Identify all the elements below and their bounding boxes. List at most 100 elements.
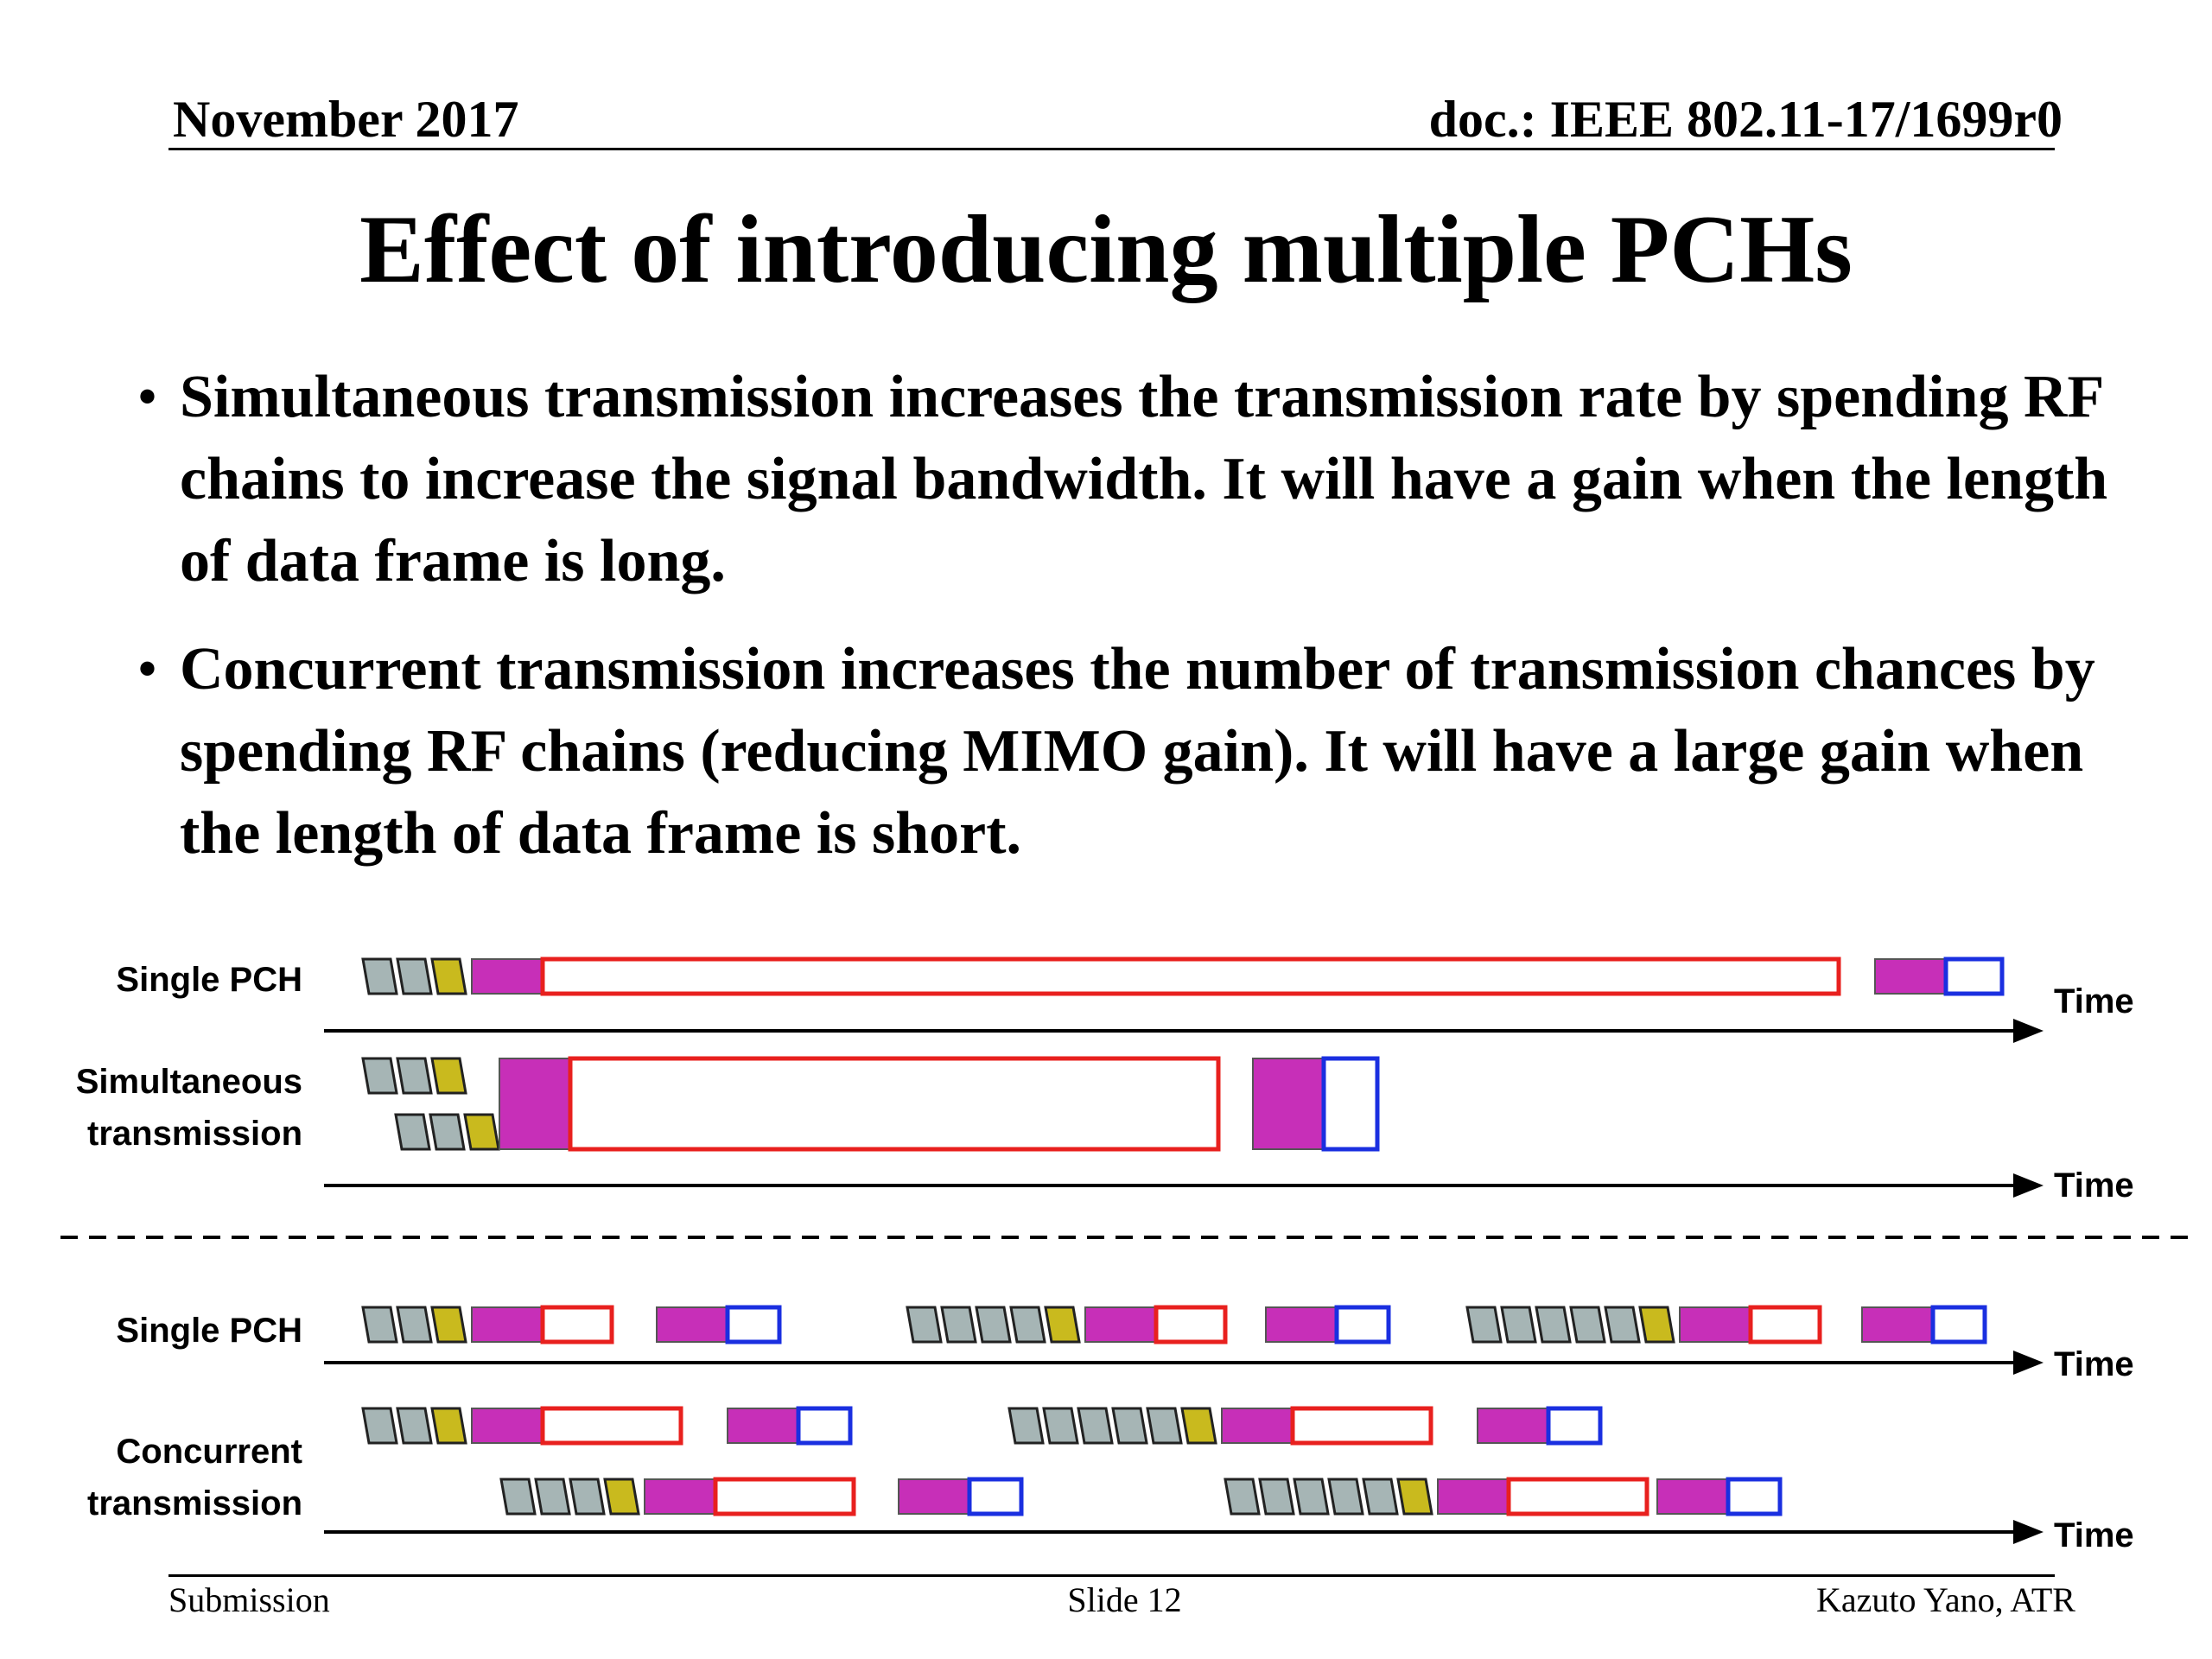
data-frame — [540, 957, 1841, 996]
preamble-block — [1252, 1058, 1325, 1150]
backoff-slot — [1258, 1478, 1295, 1516]
preamble-block — [1874, 958, 1947, 995]
time-label-2: Time — [2054, 1166, 2134, 1205]
bullet-list: Simultaneous transmission increases the … — [138, 356, 2169, 900]
backoff-slot — [906, 1306, 943, 1344]
ack-frame — [796, 1406, 853, 1446]
time-label-3: Time — [2054, 1345, 2134, 1383]
preamble-block — [1084, 1306, 1157, 1343]
backoff-slot — [1009, 1306, 1046, 1344]
bullet-simultaneous: Simultaneous transmission increases the … — [138, 356, 2169, 602]
backoff-slot — [1042, 1407, 1079, 1445]
preamble-block — [1221, 1408, 1294, 1444]
backoff-slot — [1293, 1478, 1330, 1516]
ack-frame — [1943, 957, 2005, 996]
backoff-slot-last — [430, 1057, 467, 1095]
backoff-slot — [975, 1306, 1012, 1344]
data-frame — [1506, 1477, 1649, 1516]
backoff-slot — [429, 1113, 466, 1151]
preamble-block — [644, 1478, 716, 1515]
backoff-slot — [1362, 1478, 1399, 1516]
backoff-slot-last — [430, 1306, 467, 1344]
backoff-slot — [361, 1057, 398, 1095]
backoff-slot — [396, 957, 433, 995]
time-axis-2: Time — [324, 1166, 2134, 1205]
preamble-block — [1656, 1478, 1729, 1515]
data-frame — [568, 1056, 1221, 1152]
preamble-block — [1265, 1306, 1338, 1343]
preamble-block — [656, 1306, 728, 1343]
data-frame — [713, 1477, 856, 1516]
ack-frame — [1930, 1305, 1987, 1344]
backoff-slot — [1327, 1478, 1364, 1516]
backoff-slot — [396, 1407, 433, 1445]
preamble-block — [1477, 1408, 1549, 1444]
bullet-concurrent: Concurrent transmission increases the nu… — [138, 628, 2169, 874]
preamble-block — [727, 1408, 799, 1444]
ack-frame — [725, 1305, 782, 1344]
backoff-slot — [1146, 1407, 1183, 1445]
preamble-block — [471, 1408, 543, 1444]
slide-title: Effect of introducing multiple PCHs — [359, 196, 1853, 303]
backoff-slot — [361, 1407, 398, 1445]
ack-frame — [1726, 1477, 1783, 1516]
data-frame — [1154, 1305, 1228, 1344]
time-axis-1: Time — [324, 982, 2134, 1043]
backoff-slot-last — [603, 1478, 640, 1516]
backoff-slot — [940, 1306, 977, 1344]
label-simultaneous-2: transmission — [87, 1115, 302, 1153]
backoff-slot — [396, 1057, 433, 1095]
header-rule — [168, 148, 2055, 150]
backoff-slot-last — [1396, 1478, 1433, 1516]
backoff-slot — [1007, 1407, 1045, 1445]
backoff-slot-last — [463, 1113, 500, 1151]
label-concurrent-2: transmission — [87, 1484, 302, 1522]
data-frame — [1748, 1305, 1822, 1344]
label-single-pch-top: Single PCH — [116, 961, 302, 999]
preamble-block — [1679, 1306, 1751, 1343]
preamble-block — [499, 1058, 571, 1150]
backoff-slot — [1500, 1306, 1537, 1344]
footer-slide-number: Slide 12 — [1067, 1580, 1182, 1619]
header-date: November 2017 — [173, 91, 519, 148]
ack-frame — [1334, 1305, 1391, 1344]
time-axis-4: Time — [324, 1516, 2134, 1554]
preamble-block — [471, 1306, 543, 1343]
label-single-pch-bottom: Single PCH — [116, 1312, 302, 1350]
ack-frame — [967, 1477, 1024, 1516]
backoff-slot-last — [430, 1407, 467, 1445]
backoff-slot — [569, 1478, 606, 1516]
backoff-slot-last — [1638, 1306, 1675, 1344]
footer-submission: Submission — [168, 1580, 330, 1619]
time-label-1: Time — [2054, 982, 2134, 1020]
preamble-block — [1861, 1306, 1934, 1343]
data-frame — [540, 1305, 614, 1344]
backoff-slot — [1569, 1306, 1606, 1344]
backoff-slot — [1535, 1306, 1572, 1344]
backoff-slot — [1604, 1306, 1641, 1344]
header-doc-id: doc.: IEEE 802.11-17/1699r0 — [1428, 91, 2063, 148]
footer-author: Kazuto Yano, ATR — [1815, 1580, 2075, 1619]
preamble-block — [898, 1478, 970, 1515]
backoff-slot — [1077, 1407, 1114, 1445]
preamble-block — [1437, 1478, 1510, 1515]
preamble-block — [471, 958, 543, 995]
data-frame — [1290, 1406, 1433, 1446]
data-frame — [540, 1406, 683, 1446]
time-label-4: Time — [2054, 1516, 2134, 1554]
backoff-slot — [1465, 1306, 1503, 1344]
time-axis-3: Time — [324, 1345, 2134, 1383]
frame-sequences — [361, 957, 2005, 1516]
backoff-slot — [1111, 1407, 1148, 1445]
backoff-slot-last — [1180, 1407, 1217, 1445]
backoff-slot — [396, 1306, 433, 1344]
backoff-slot — [534, 1478, 571, 1516]
backoff-slot-last — [430, 957, 467, 995]
backoff-slot — [361, 1306, 398, 1344]
backoff-slot — [499, 1478, 537, 1516]
backoff-slot-last — [1044, 1306, 1081, 1344]
backoff-slot — [361, 957, 398, 995]
footer-rule — [168, 1574, 2055, 1577]
backoff-slot — [1224, 1478, 1261, 1516]
